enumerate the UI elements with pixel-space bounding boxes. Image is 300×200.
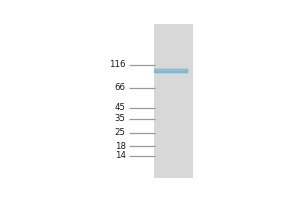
Text: 18: 18 [115, 142, 126, 151]
Text: 25: 25 [115, 128, 126, 137]
Text: 66: 66 [115, 83, 126, 92]
Bar [154, 24, 193, 178]
Text: 116: 116 [109, 60, 126, 69]
Text: 45: 45 [115, 103, 126, 112]
FancyBboxPatch shape [154, 69, 188, 73]
FancyBboxPatch shape [156, 69, 187, 71]
Text: 35: 35 [115, 114, 126, 123]
Text: 14: 14 [115, 151, 126, 160]
